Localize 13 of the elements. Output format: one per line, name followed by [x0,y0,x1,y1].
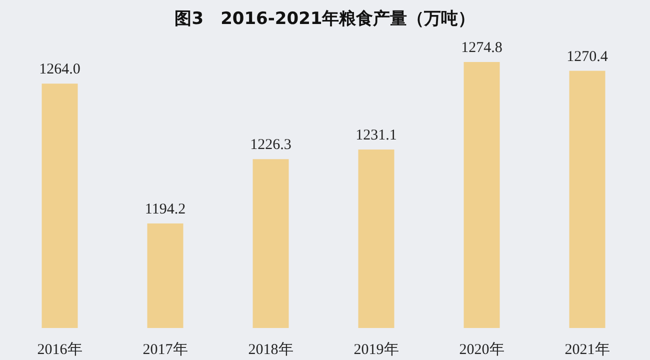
data-label: 1231.1 [356,128,397,144]
x-tick-label: 2016年 [37,341,82,358]
data-label: 1264.0 [39,62,80,78]
x-tick-label: 2021年 [564,341,610,358]
x-tick-label: 2017年 [142,341,188,358]
x-tick-label: 2018年 [248,341,294,358]
x-tick-label: 2019年 [354,341,399,358]
x-tick-label: 2020年 [459,341,504,358]
data-label: 1270.4 [566,48,608,65]
data-label: 1194.2 [144,201,186,218]
data-label: 1226.3 [250,137,292,154]
chart-title: 图3 2016-2021年粮食产量（万吨） [174,9,476,29]
data-label: 1274.8 [461,40,502,56]
